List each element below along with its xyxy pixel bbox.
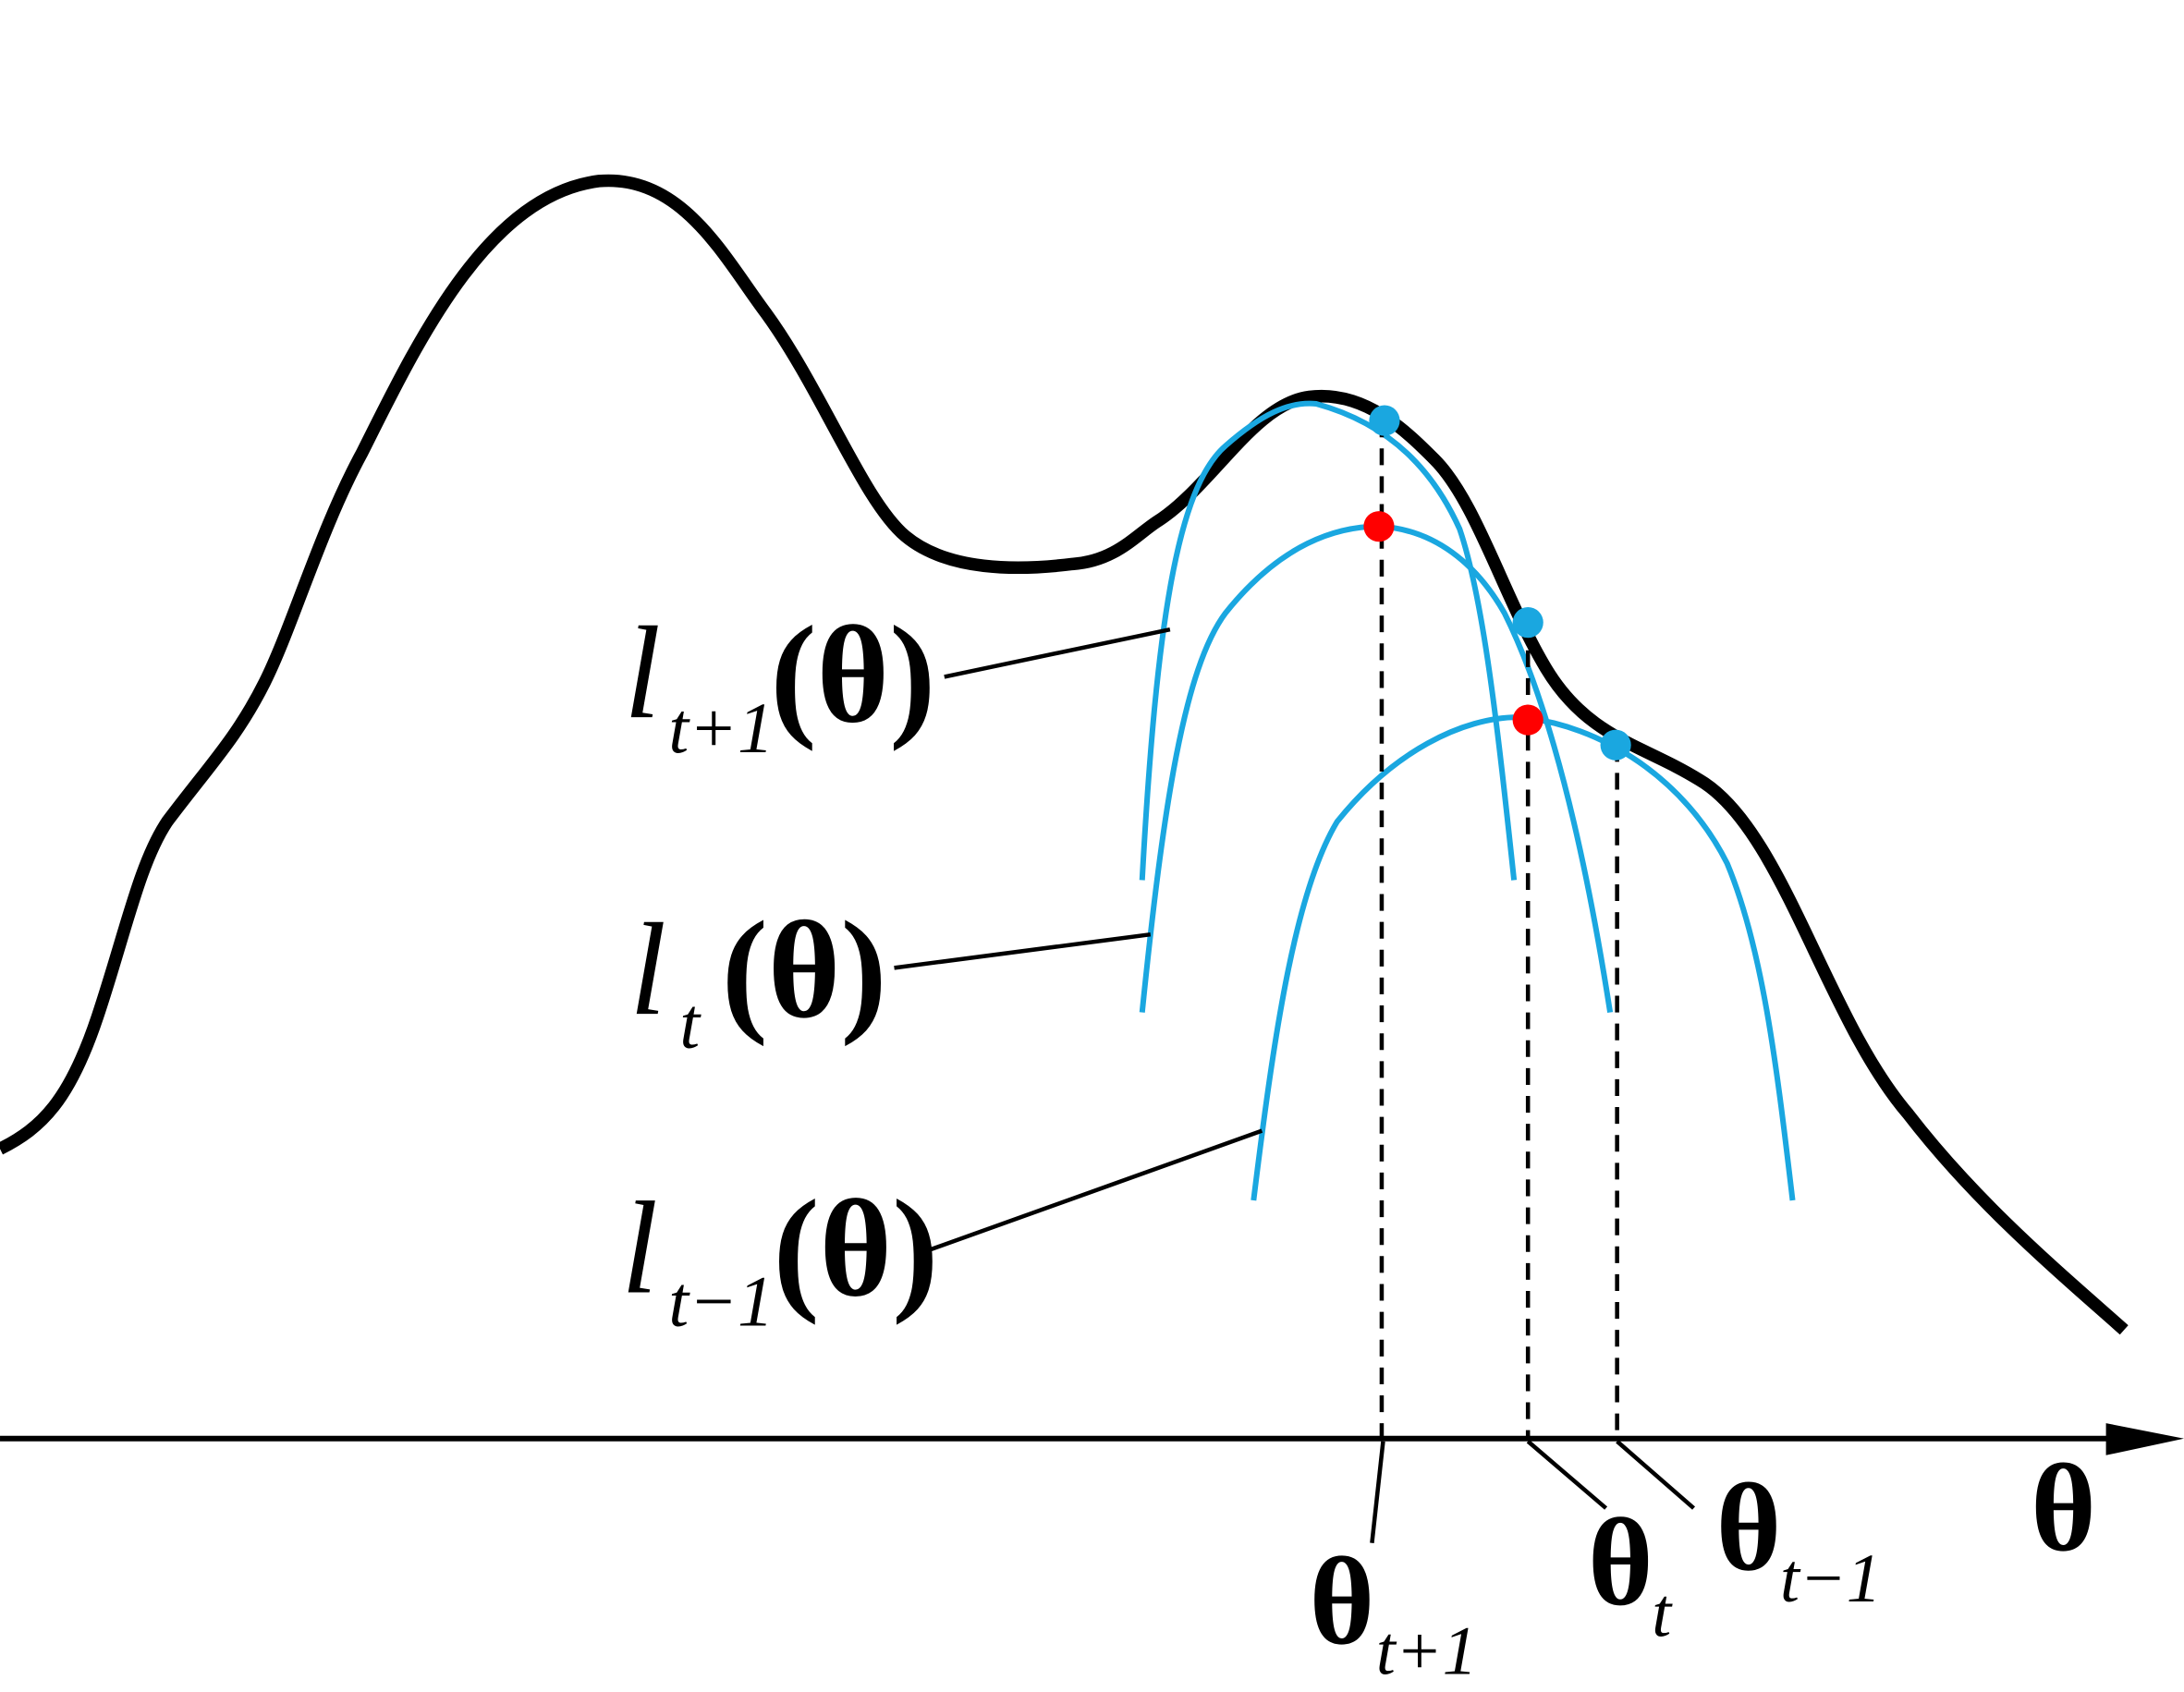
leader-line [926,1128,1263,1253]
point-label: θ t+1 [1310,1532,1478,1689]
axis-arrow [2105,1423,2184,1455]
objective-curve [0,174,2129,1335]
curve-label: l t+1 (θ) [624,598,935,768]
label-sub: t [679,982,702,1063]
label-main: l [621,1174,658,1321]
red-point [1512,704,1543,736]
leader-lines [894,627,1696,1543]
projection-lines [1379,420,1619,1439]
leader-line [894,931,1152,970]
curve-label: l t−1 (θ) [621,1172,938,1342]
label-sub: t+1 [1376,1613,1477,1689]
blue-point [1512,607,1543,639]
label-arg: (θ) [773,1172,938,1326]
label-sub: t−1 [668,1261,774,1342]
leader-line [1616,1440,1696,1510]
label-main: θ [1716,1458,1782,1597]
label-sub: t [1652,1576,1673,1652]
label-main: l [624,599,661,746]
point-label: θ t−1 [1716,1458,1882,1617]
leader-line [944,627,1171,679]
blue-point [1369,405,1400,436]
curve-label: l t (θ) [629,893,886,1063]
label-sub: t+1 [668,688,774,768]
label-arg: (θ) [722,893,887,1047]
label-main: θ [1588,1493,1653,1632]
leader-line [1526,1440,1608,1510]
label-sub: t−1 [1780,1540,1881,1617]
axis-label: θ [2031,1439,2096,1577]
bound-curve [1139,400,1518,881]
label-arg: (θ) [770,598,935,752]
leader-line [1370,1441,1385,1543]
label-main: θ [1310,1532,1375,1671]
point-label: θ t [1588,1493,1673,1652]
red-point [1363,511,1395,542]
blue-point [1600,729,1631,761]
label-main: l [629,895,666,1042]
